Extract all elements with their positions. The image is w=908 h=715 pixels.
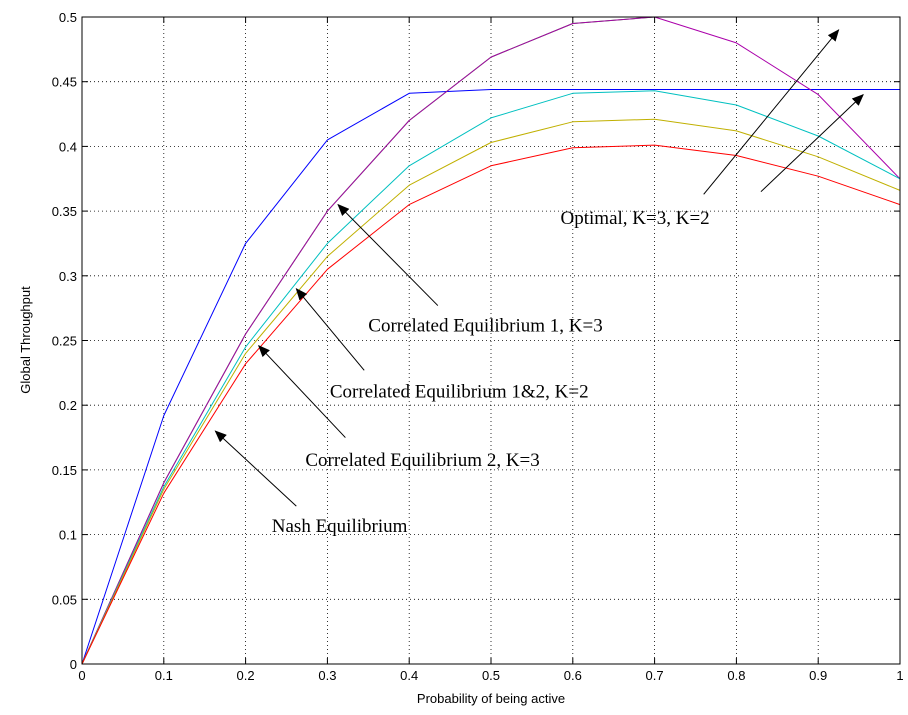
x-tick-label: 0.5 (482, 668, 500, 683)
x-tick-label: 0.4 (400, 668, 418, 683)
series-line-6 (81, 144, 901, 665)
series-line-5 (81, 118, 901, 665)
x-tick-label: 1 (896, 668, 903, 683)
x-tick-label: 0.2 (237, 668, 255, 683)
annotation-arrow (703, 29, 840, 195)
annotation-label: Nash Equilibrium (272, 516, 408, 537)
series-line-3 (81, 16, 901, 665)
y-tick-label: 0.45 (52, 75, 77, 90)
annotation-label: Correlated Equilibrium 1, K=3 (368, 315, 602, 336)
y-tick-label: 0.4 (59, 139, 77, 154)
series-group (81, 16, 901, 665)
y-tick-label: 0.5 (59, 10, 77, 25)
annotation-arrow (760, 93, 864, 193)
annotation-arrow (258, 344, 346, 438)
annotation-label: Correlated Equilibrium 2, K=3 (305, 450, 539, 471)
ticks-group: 0 0.1 0.2 0.3 0.4 0.5 0.6 0.7 0.8 0.9 1 0 0.05 0.1 0.1… (52, 10, 904, 683)
x-tick-label: 0.6 (564, 668, 582, 683)
annotation-arrow (295, 287, 365, 371)
y-tick-label: 0.1 (59, 528, 77, 543)
y-tick-label: 0.2 (59, 398, 77, 413)
x-tick-label: 0.7 (646, 668, 664, 683)
x-axis-label: Probability of being active (417, 691, 565, 706)
series-line-1 (81, 89, 900, 665)
annotation-arrow (337, 203, 439, 306)
annotation-arrow (214, 430, 297, 507)
x-tick-label: 0.9 (809, 668, 827, 683)
x-tick-label: 0.8 (727, 668, 745, 683)
x-tick-label: 0.1 (155, 668, 173, 683)
y-tick-label: 0.15 (52, 463, 77, 478)
y-axis-label: Global Throughput (18, 286, 33, 394)
grid (82, 17, 900, 664)
annotations-group: Optimal, K=3, K=2 Correlated Equilibrium … (214, 29, 864, 537)
annotation-label: Correlated Equilibrium 1&2, K=2 (330, 381, 589, 402)
y-tick-label: 0.3 (59, 269, 77, 284)
y-tick-label: 0.05 (52, 592, 77, 607)
annotation-label: Optimal, K=3, K=2 (561, 208, 710, 229)
series-line-4 (81, 90, 901, 665)
y-tick-label: 0 (70, 657, 77, 672)
x-tick-label: 0.3 (318, 668, 336, 683)
y-tick-label: 0.25 (52, 334, 77, 349)
x-tick-label: 0 (78, 668, 85, 683)
y-tick-label: 0.35 (52, 204, 77, 219)
